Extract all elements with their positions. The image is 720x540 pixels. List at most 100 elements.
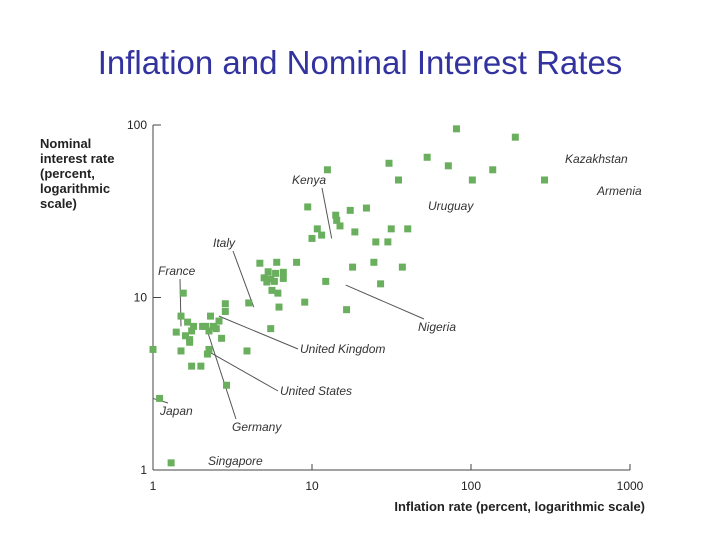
data-point xyxy=(323,166,331,174)
y-tick-label: 100 xyxy=(127,118,147,132)
annotation-label: Kazakhstan xyxy=(565,152,628,166)
annotation-label: United Kingdom xyxy=(300,342,385,356)
data-point xyxy=(489,166,497,174)
data-point xyxy=(384,238,392,246)
data-point xyxy=(387,225,395,233)
data-point xyxy=(264,268,272,276)
x-axis-label: Inflation rate (percent, logarithmic sca… xyxy=(394,499,645,514)
axis-ticks: 1 10 100 1000 1 10 100 xyxy=(127,118,644,493)
data-point xyxy=(279,274,287,282)
data-point xyxy=(267,275,275,283)
data-point xyxy=(197,362,205,370)
data-point xyxy=(318,231,326,239)
annotation-labels: Kazakhstan Armenia Kenya Uruguay Italy France… xyxy=(158,152,642,468)
data-point xyxy=(293,258,301,266)
data-point xyxy=(372,238,380,246)
data-point xyxy=(351,228,359,236)
data-point xyxy=(370,258,378,266)
data-point xyxy=(172,328,180,336)
data-point xyxy=(177,347,185,355)
data-point xyxy=(203,350,211,358)
annotation-leader xyxy=(345,284,425,320)
x-tick-label: 1 xyxy=(150,479,157,493)
data-points xyxy=(149,125,549,467)
annotation-label: Japan xyxy=(159,404,193,418)
data-point xyxy=(243,347,251,355)
annotation-leader xyxy=(232,250,255,308)
data-point xyxy=(444,162,452,170)
data-point xyxy=(221,300,229,308)
data-point xyxy=(207,312,215,320)
data-point xyxy=(313,225,321,233)
data-point xyxy=(184,318,192,326)
x-tick-label: 10 xyxy=(305,479,319,493)
data-point xyxy=(333,216,341,224)
y-tick-label: 10 xyxy=(134,291,148,305)
data-point xyxy=(343,306,351,314)
data-point xyxy=(322,277,330,285)
annotation-label: Nigeria xyxy=(418,320,456,334)
data-point xyxy=(273,258,281,266)
data-point xyxy=(186,338,194,346)
annotation-label: United States xyxy=(280,384,352,398)
data-point xyxy=(395,176,403,184)
data-point xyxy=(179,289,187,297)
annotation-leader xyxy=(205,326,237,420)
data-point xyxy=(188,327,196,335)
data-point xyxy=(468,176,476,184)
annotation-label: Germany xyxy=(232,420,282,434)
data-point xyxy=(541,176,549,184)
data-point xyxy=(218,334,226,342)
data-point xyxy=(279,268,287,276)
data-point xyxy=(260,274,268,282)
data-point xyxy=(205,345,213,353)
annotation-leader xyxy=(218,315,299,350)
data-point xyxy=(332,211,340,219)
data-point xyxy=(275,303,283,311)
data-point xyxy=(212,325,220,333)
chart-title: Inflation and Nominal Interest Rates xyxy=(97,44,623,81)
data-point xyxy=(223,381,231,389)
annotation-leaders xyxy=(152,187,425,420)
annotation-label: Uruguay xyxy=(428,199,474,213)
data-point xyxy=(190,322,198,330)
data-point xyxy=(304,203,312,211)
data-point xyxy=(404,225,412,233)
data-point xyxy=(274,289,282,297)
data-point xyxy=(177,312,185,320)
data-point xyxy=(267,325,275,333)
data-point xyxy=(301,298,309,306)
annotation-label: France xyxy=(158,264,196,278)
annotation-label: Armenia xyxy=(596,184,642,198)
data-point xyxy=(181,332,189,340)
data-point xyxy=(452,125,460,133)
data-point xyxy=(270,277,278,285)
data-point xyxy=(346,206,354,214)
data-point xyxy=(423,153,431,161)
annotation-label: Italy xyxy=(213,236,236,250)
data-point xyxy=(377,280,385,288)
data-point xyxy=(188,362,196,370)
x-tick-label: 100 xyxy=(461,479,481,493)
y-axis-label: Nominal interest rate (percent, logarith… xyxy=(40,136,115,211)
annotation-label: Singapore xyxy=(208,454,263,468)
data-point xyxy=(511,133,519,141)
data-point xyxy=(149,345,157,353)
data-point xyxy=(205,327,213,335)
data-point xyxy=(308,234,316,242)
data-point xyxy=(272,269,280,277)
data-point xyxy=(336,222,344,230)
data-point xyxy=(156,394,164,402)
data-point xyxy=(215,317,223,325)
data-point xyxy=(167,459,175,467)
annotation-leader xyxy=(321,187,333,239)
data-point xyxy=(263,278,271,286)
annotation-label: Kenya xyxy=(292,173,326,187)
annotation-leader xyxy=(207,350,279,392)
data-point xyxy=(362,204,370,212)
y-tick-label: 1 xyxy=(140,463,147,477)
data-point xyxy=(268,286,276,294)
data-point xyxy=(245,299,253,307)
data-point xyxy=(221,307,229,315)
